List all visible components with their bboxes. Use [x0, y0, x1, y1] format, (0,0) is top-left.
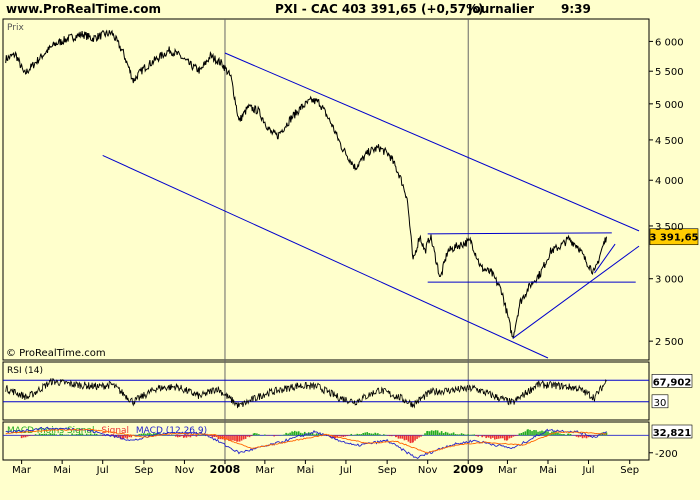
price-tick-label: 6 000: [655, 37, 684, 48]
rsi-last-value-box: [651, 374, 693, 388]
period-label: Journalier: [468, 2, 535, 16]
x-tick-label: Mai: [53, 465, 71, 476]
macd-panel-frame: [2, 421, 650, 461]
x-tick-label: Nov: [175, 465, 195, 476]
macd-last-value-label: 32,821: [653, 428, 692, 439]
x-tick-label: Mar: [255, 465, 275, 476]
time-label: 9:39: [561, 2, 591, 16]
x-tick-label: Mai: [297, 465, 315, 476]
macd-last-value-box: [651, 424, 693, 439]
quote-value: 3 391,65 (+0,57%): [358, 2, 484, 16]
macd-tick-label: -200: [655, 449, 678, 460]
macd-line-label: MACD (12,26,9): [136, 426, 207, 436]
x-tick-label: Mai: [539, 465, 557, 476]
rsi-series-line: [5, 378, 607, 409]
x-tick-label: Jul: [581, 465, 594, 476]
price-tick-label: 3 000: [655, 275, 684, 286]
price-series-line: [5, 29, 607, 339]
macd-hist-label: MACD moins Signal: [7, 426, 95, 436]
trendline-0: [224, 52, 640, 232]
macd-signal-line: [5, 428, 607, 454]
trendline-5: [594, 243, 616, 274]
x-tick-label: Nov: [418, 465, 438, 476]
instrument-name: PXI - CAC 40: [275, 2, 359, 16]
price-tick-label: 5 000: [655, 100, 684, 111]
rsi-panel-frame: [2, 361, 650, 421]
rsi-last-value-label: 67,902: [653, 377, 692, 388]
x-tick-label: Sep: [134, 465, 153, 476]
watermark: © ProRealTime.com: [6, 348, 106, 359]
x-tick-label: Jul: [96, 465, 109, 476]
price-panel-frame: [2, 18, 650, 361]
macd-panel-label: MACD moins Signal Signal MACD (12,26,9): [7, 426, 207, 436]
price-last-value-label: 3 391,65: [649, 233, 698, 244]
price-tick-label: 4 500: [655, 136, 684, 147]
price-tick-label: 3 500: [655, 222, 684, 233]
macd-line: [5, 426, 607, 459]
site-name[interactable]: www.ProRealTime.com: [6, 2, 161, 16]
x-tick-label: Mar: [498, 465, 518, 476]
rsi-level-30-label: 30: [654, 398, 667, 409]
price-last-value-box: [649, 228, 699, 246]
trendline-2: [427, 232, 612, 235]
x-tick-label: 2009: [453, 463, 484, 476]
x-tick-label: Sep: [620, 465, 639, 476]
price-tick-label: 4 000: [655, 176, 684, 187]
rsi-level-30-box: [651, 394, 669, 409]
price-panel-label: Prix: [7, 23, 24, 33]
x-tick-label: Sep: [378, 465, 397, 476]
trendline-1: [102, 155, 549, 359]
price-tick-label: 2 500: [655, 337, 684, 348]
rsi-panel-label: RSI (14): [7, 366, 43, 376]
x-tick-label: Jul: [339, 465, 352, 476]
price-tick-label: 5 500: [655, 67, 684, 78]
x-tick-label: Mar: [12, 465, 32, 476]
trendline-4: [512, 245, 640, 339]
x-tick-label: 2008: [210, 463, 241, 476]
macd-signal-label: Signal: [101, 426, 129, 436]
